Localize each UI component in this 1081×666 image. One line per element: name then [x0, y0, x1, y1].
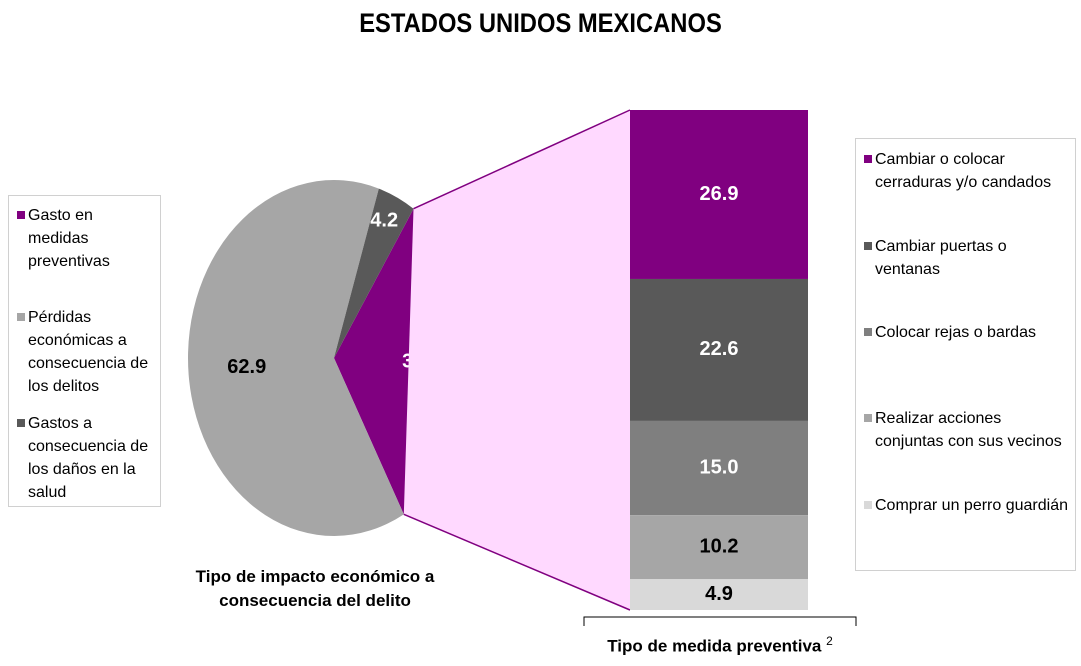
legend-label: Cambiar puertas o ventanas — [875, 238, 1007, 278]
pie-slice — [334, 188, 414, 358]
legend-swatch — [17, 419, 25, 427]
legend-item: Pérdidas económicas a consecuencia de lo… — [17, 306, 156, 398]
bar-segment — [630, 420, 808, 516]
bar-caption: Tipo de medida preventiva 2 — [570, 629, 870, 659]
legend-label: Gasto en medidas preventivas — [28, 207, 110, 270]
bar-data-label: 4.9 — [705, 583, 733, 605]
pie-slice — [187, 180, 404, 536]
bar-segment — [630, 278, 808, 421]
legend-label: Gastos a consecuencia de los daños en la… — [28, 415, 149, 501]
legend-label: Realizar acciones conjuntas con sus veci… — [875, 410, 1062, 450]
bar-data-label: 15.0 — [700, 456, 739, 478]
bar-data-label: 26.9 — [700, 183, 739, 205]
legend-label: Cambiar o colocar cerraduras y/o candado… — [875, 151, 1052, 191]
bar-segment — [630, 579, 808, 610]
legend-label: Pérdidas económicas a consecuencia de lo… — [28, 309, 149, 395]
legend-item: Comprar un perro guardián — [864, 494, 1071, 517]
legend-swatch — [17, 211, 25, 219]
legend-swatch — [864, 414, 872, 422]
legend-item: Cambiar puertas o ventanas — [864, 235, 1071, 281]
legend-item: Cambiar o colocar cerraduras y/o candado… — [864, 148, 1071, 194]
legend-label: Comprar un perro guardián — [875, 497, 1068, 514]
legend-item: Colocar rejas o bardas — [864, 321, 1071, 344]
pie-legend: Gasto en medidas preventivas Pérdidas eco… — [8, 195, 161, 507]
bar-caption-note: 2 — [826, 634, 833, 648]
bar-segment — [630, 110, 808, 279]
legend-label: Colocar rejas o bardas — [875, 324, 1036, 341]
connector-area — [403, 110, 630, 610]
legend-swatch — [864, 242, 872, 250]
legend-swatch — [17, 313, 25, 321]
legend-swatch — [864, 501, 872, 509]
pie-data-label: 62.9 — [227, 356, 266, 378]
pie-caption: Tipo de impacto económico a consecuencia… — [170, 565, 460, 613]
pie-caption-text: Tipo de impacto económico a consecuencia… — [195, 567, 435, 610]
legend-item: Gasto en medidas preventivas — [17, 204, 156, 273]
legend-swatch — [864, 328, 872, 336]
legend-item: Gastos a consecuencia de los daños en la… — [17, 412, 156, 504]
bar-legend: Cambiar o colocar cerraduras y/o candado… — [855, 138, 1076, 571]
bar-axis — [583, 616, 857, 626]
bar-caption-text: Tipo de medida preventiva — [607, 636, 822, 656]
chart-title: ESTADOS UNIDOS MEXICANOS — [359, 8, 722, 38]
pie-data-label: 4.2 — [370, 210, 398, 232]
connector-line — [403, 513, 631, 611]
bar-data-label: 10.2 — [700, 535, 739, 557]
bar-segment — [630, 515, 808, 580]
bar-data-label: 22.6 — [700, 338, 739, 360]
connector-line — [413, 109, 631, 210]
legend-item: Realizar acciones conjuntas con sus veci… — [864, 407, 1071, 453]
legend-swatch — [864, 155, 872, 163]
